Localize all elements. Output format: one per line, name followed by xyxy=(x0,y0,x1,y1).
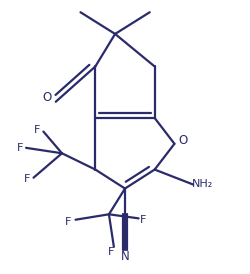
Text: F: F xyxy=(140,215,147,225)
Text: F: F xyxy=(108,247,114,257)
Text: N: N xyxy=(120,250,130,263)
Text: O: O xyxy=(178,134,188,147)
Text: F: F xyxy=(24,174,30,184)
Text: O: O xyxy=(42,91,52,104)
Text: F: F xyxy=(34,125,40,135)
Text: NH₂: NH₂ xyxy=(192,179,214,189)
Text: F: F xyxy=(17,143,23,153)
Text: F: F xyxy=(65,218,71,227)
